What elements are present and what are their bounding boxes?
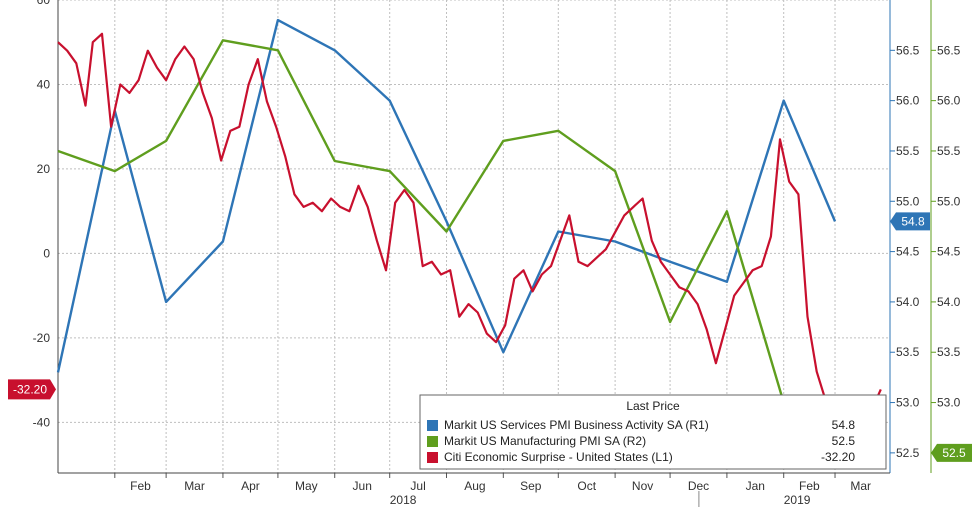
tick-labels: 60 40 20 0 -20 -40 Feb Mar Apr May Jun Jul Aug Sep Oct… xyxy=(33,0,961,507)
series-line-3 xyxy=(57,32,882,437)
l1-last-value-tag xyxy=(8,379,56,400)
x-axis-month-label: Jan xyxy=(746,479,765,493)
r2-last-value-label: 52.5 xyxy=(942,446,966,460)
x-axis-month-label: Mar xyxy=(184,479,205,493)
x-axis-month-label: Apr xyxy=(241,479,260,493)
x-axis-month-label: Nov xyxy=(632,479,653,493)
r1-axis-tick-label: 53.0 xyxy=(896,396,920,410)
r1-axis-tick-label: 56.0 xyxy=(896,94,920,108)
series-line-2 xyxy=(57,39,836,454)
x-axis-month-label: Sep xyxy=(520,479,542,493)
legend-entry-name: Markit US Services PMI Business Activity… xyxy=(444,418,709,432)
r2-axis-tick-label: 55.0 xyxy=(937,194,961,208)
legend-entry-value: 54.8 xyxy=(832,418,856,432)
r1-last-value-tag xyxy=(890,212,930,231)
left-axis-tick-label: 40 xyxy=(37,77,51,91)
series-lines xyxy=(56,18,882,454)
r1-last-value-label: 54.8 xyxy=(901,214,925,228)
r2-axis-tick-label: 54.0 xyxy=(937,295,961,309)
r1-axis-tick-label: 54.0 xyxy=(896,295,920,309)
legend-entry-name: Markit US Manufacturing PMI SA (R2) xyxy=(444,434,646,448)
left-axis-tick-label: 60 xyxy=(37,0,51,7)
r2-axis-tick-label: 54.5 xyxy=(937,245,961,259)
legend-swatch xyxy=(427,420,438,431)
last-value-tags: 54.8 52.5 -32.20 xyxy=(8,212,972,462)
series-line-1 xyxy=(56,18,837,373)
r2-axis-tick-label: 53.5 xyxy=(937,345,961,359)
r1-axis-tick-label: 55.0 xyxy=(896,194,920,208)
left-axis-tick-label: 0 xyxy=(43,246,50,260)
r2-axis-tick-label: 56.5 xyxy=(937,43,961,57)
left-axis-tick-label: -40 xyxy=(33,415,51,429)
x-axis-year-label: 2019 xyxy=(784,493,811,507)
legend-entry-value: -32.20 xyxy=(821,450,855,464)
legend: Last Price Markit US Services PMI Busines… xyxy=(419,394,887,470)
legend-entry-name: Citi Economic Surprise - United States (… xyxy=(444,450,673,464)
left-axis-tick-label: 20 xyxy=(37,162,51,176)
left-axis-tick-label: -20 xyxy=(33,331,51,345)
legend-swatch xyxy=(427,436,438,447)
r1-axis-tick-label: 55.5 xyxy=(896,144,920,158)
legend-title: Last Price xyxy=(626,399,680,413)
r2-last-value-tag xyxy=(931,443,972,462)
x-axis-month-label: Oct xyxy=(577,479,596,493)
l1-last-value-label: -32.20 xyxy=(13,382,47,396)
r1-axis-tick-label: 52.5 xyxy=(896,446,920,460)
axes xyxy=(57,0,936,507)
r1-axis-tick-label: 54.5 xyxy=(896,245,920,259)
r1-axis-tick-label: 56.5 xyxy=(896,43,920,57)
legend-entry-value: 52.5 xyxy=(832,434,856,448)
legend-swatch xyxy=(427,452,438,463)
x-axis-month-label: Feb xyxy=(799,479,820,493)
x-axis-month-label: Aug xyxy=(464,479,485,493)
legend-box xyxy=(419,394,887,470)
x-axis-month-label: Dec xyxy=(688,479,709,493)
x-axis-year-label: 2018 xyxy=(390,493,417,507)
r2-axis-tick-label: 53.0 xyxy=(937,396,961,410)
x-axis-month-label: Jul xyxy=(410,479,425,493)
x-axis-month-label: Feb xyxy=(130,479,151,493)
r1-axis-tick-label: 53.5 xyxy=(896,345,920,359)
x-axis-month-label: May xyxy=(295,479,318,493)
r2-axis-tick-label: 55.5 xyxy=(937,144,961,158)
x-axis-month-label: Mar xyxy=(850,479,871,493)
x-axis-month-label: Jun xyxy=(353,479,372,493)
r2-axis-tick-label: 56.0 xyxy=(937,94,961,108)
